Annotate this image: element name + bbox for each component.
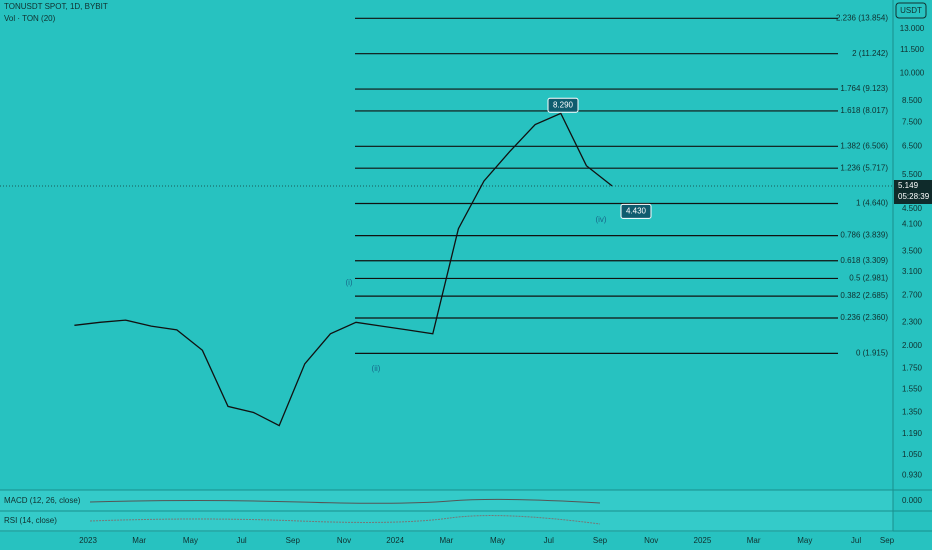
wave-label: (i) bbox=[345, 278, 352, 287]
rsi-label: RSI (14, close) bbox=[4, 516, 57, 525]
time-tick-label: Jul bbox=[236, 536, 246, 545]
time-tick-label: Mar bbox=[440, 536, 454, 545]
time-tick-label: 2025 bbox=[694, 536, 712, 545]
volume-label: Vol · TON (20) bbox=[4, 14, 56, 23]
time-tick-label: 2023 bbox=[79, 536, 97, 545]
time-tick-label: 2024 bbox=[386, 536, 404, 545]
fib-label: 0.5 (2.981) bbox=[849, 274, 888, 283]
currency[interactable]: USDT bbox=[900, 6, 922, 15]
price-tick-label: 1.550 bbox=[902, 384, 923, 393]
price-tick-label: 1.350 bbox=[902, 408, 923, 417]
time-tick-label: Sep bbox=[880, 536, 895, 545]
countdown: 05:28:39 bbox=[898, 192, 930, 201]
macd-label: MACD (12, 26, close) bbox=[4, 496, 81, 505]
fib-label: 0.382 (2.685) bbox=[840, 291, 888, 300]
price-tick-label: 2.000 bbox=[902, 341, 923, 350]
price-tick-label: 1.050 bbox=[902, 450, 923, 459]
fib-label: 2 (11.242) bbox=[852, 49, 888, 58]
price-tick-label: 7.500 bbox=[902, 117, 923, 126]
fib-label: 1.618 (8.017) bbox=[840, 106, 888, 115]
fib-label: 0.618 (3.309) bbox=[840, 256, 888, 265]
price-tick-label: 4.100 bbox=[902, 220, 923, 229]
fib-label: 1.764 (9.123) bbox=[840, 84, 888, 93]
time-tick-label: Nov bbox=[644, 536, 658, 545]
wave-label: (ii) bbox=[372, 364, 381, 373]
price-tick-label: 0.930 bbox=[902, 471, 923, 480]
fib-label: 1 (4.640) bbox=[856, 199, 888, 208]
time-tick-label: Sep bbox=[593, 536, 608, 545]
fib-label: 1.382 (6.506) bbox=[840, 141, 888, 150]
fib-label: 0 (1.915) bbox=[856, 348, 888, 357]
fib-label: 1.236 (5.717) bbox=[840, 163, 888, 172]
price-tick-label: 13.000 bbox=[900, 24, 925, 33]
fib-label: 0.786 (3.839) bbox=[840, 231, 888, 240]
time-tick-label: May bbox=[797, 536, 812, 545]
price-tick-label: 2.700 bbox=[902, 290, 923, 299]
price-tick-label: 3.500 bbox=[902, 246, 923, 255]
rsi-line bbox=[89, 515, 601, 525]
price-tick-label: 1.750 bbox=[902, 364, 923, 373]
price-tick-label: 8.500 bbox=[902, 96, 923, 105]
time-tick-label: May bbox=[183, 536, 198, 545]
price-tick-label: 1.190 bbox=[902, 429, 923, 438]
macd-value: 0.000 bbox=[902, 496, 923, 505]
fib-label: 0.236 (2.360) bbox=[840, 313, 888, 322]
last-price: 5.149 bbox=[898, 181, 919, 190]
callout-box bbox=[620, 203, 652, 219]
time-tick-label: Mar bbox=[747, 536, 761, 545]
price-tick-label: 10.000 bbox=[900, 69, 925, 78]
callout-box bbox=[547, 97, 579, 113]
time-tick-label: Sep bbox=[286, 536, 301, 545]
price-tick-label: 5.500 bbox=[902, 170, 923, 179]
time-tick-label: Jul bbox=[851, 536, 861, 545]
price-tick-label: 2.300 bbox=[902, 317, 923, 326]
price-tick-label: 4.500 bbox=[902, 204, 923, 213]
callout-label: 8.290 bbox=[553, 100, 574, 109]
symbol: TONUSDT SPOT, 1D, BYBIT bbox=[4, 2, 108, 11]
callout-label: 4.430 bbox=[626, 206, 647, 215]
time-tick-label: Mar bbox=[132, 536, 146, 545]
wave-label: (iv) bbox=[595, 215, 606, 224]
macd-line bbox=[89, 498, 601, 504]
price-line bbox=[74, 112, 613, 427]
price-tick-label: 6.500 bbox=[902, 142, 923, 151]
time-tick-label: Jul bbox=[544, 536, 554, 545]
price-badge bbox=[894, 180, 932, 204]
currency-button[interactable] bbox=[895, 2, 927, 19]
fib-label: 2.236 (13.854) bbox=[836, 13, 888, 22]
price-tick-label: 3.100 bbox=[902, 267, 923, 276]
price-tick-label: 11.500 bbox=[900, 45, 924, 54]
time-tick-label: May bbox=[490, 536, 505, 545]
time-tick-label: Nov bbox=[337, 536, 351, 545]
